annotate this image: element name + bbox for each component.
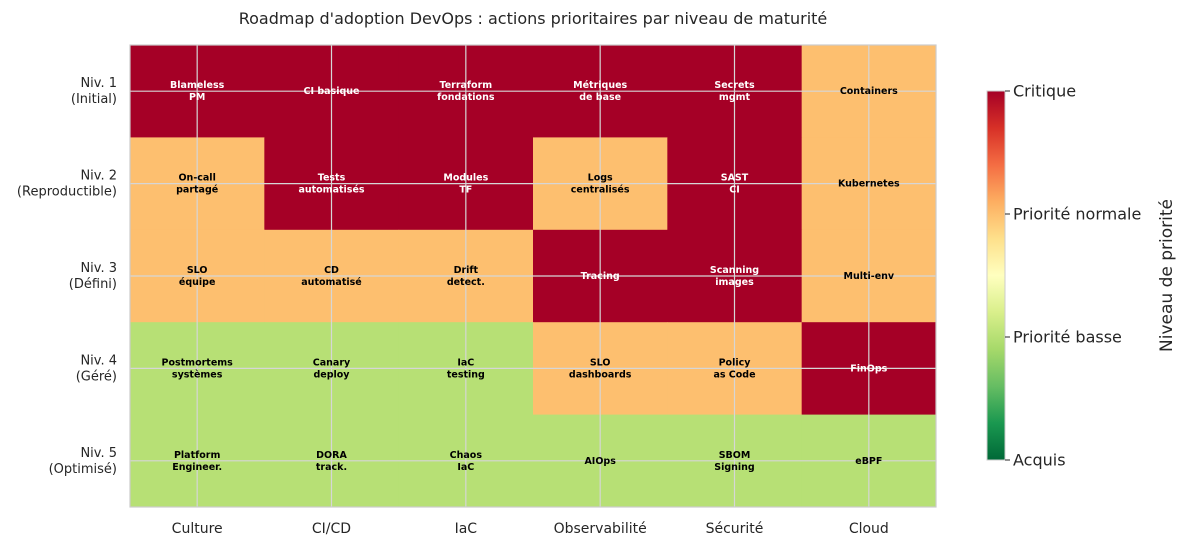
cell-label: Terraform fondations (437, 80, 495, 103)
cell-label: On-call partagé (176, 172, 218, 195)
x-tick-label: CI/CD (312, 521, 351, 537)
cell-label: Métriques de base (573, 80, 627, 103)
cell-label: Logs centralisés (571, 172, 630, 195)
colorbar-tick-label: Priorité basse (1013, 328, 1122, 347)
cell-label: Chaos IaC (450, 449, 483, 472)
y-tick-label: Niv. 2 (Reproductible) (17, 168, 117, 199)
colorbar-gradient (986, 90, 1006, 461)
x-tick-label: Sécurité (706, 521, 764, 537)
cell-label: SLO dashboards (569, 357, 632, 380)
cell-label: eBPF (855, 455, 882, 466)
cell-label: Modules TF (443, 172, 488, 195)
cell-label: Multi-env (844, 271, 895, 282)
cell-label: CI basique (304, 86, 360, 97)
cell-label: SLO équipe (179, 265, 216, 288)
y-tick-label: Niv. 1 (Initial) (71, 76, 117, 107)
cell-label: IaC testing (447, 357, 485, 380)
cell-label: Containers (840, 86, 898, 97)
colorbar-tick-label: Acquis (1013, 451, 1066, 470)
x-tick-label: IaC (455, 521, 478, 537)
cell-label: Scanning images (710, 265, 759, 288)
cell-label: Tracing (581, 271, 620, 282)
cell-label: Platform Engineer. (172, 449, 222, 472)
cell-label: Canary deploy (313, 357, 351, 380)
cell-label: Secrets mgmt (714, 80, 755, 103)
cell-label: Drift detect. (447, 265, 485, 288)
colorbar: Acquis Priorité basse Priorité normale Crit… (986, 82, 1177, 470)
y-tick-label: Niv. 3 (Défini) (69, 261, 117, 292)
cell-label: DORA track. (316, 449, 348, 472)
cell-label: AIOps (584, 455, 616, 466)
cell-label: CD automatisé (301, 265, 361, 288)
cell-label: FinOps (850, 363, 887, 374)
colorbar-tick-label: Priorité normale (1013, 205, 1141, 224)
x-axis-ticks: Culture CI/CD IaC Observabilité Sécurité Clou… (172, 521, 889, 537)
cell-label: Tests automatisés (298, 172, 364, 195)
colorbar-ticks: Acquis Priorité basse Priorité normale Crit… (1005, 82, 1141, 470)
cell-label: Postmortems systèmes (161, 357, 233, 380)
chart-title: Roadmap d'adoption DevOps : actions prio… (239, 9, 828, 28)
cell-label: Policy as Code (713, 357, 755, 380)
x-tick-label: Culture (172, 521, 223, 537)
cell-label: SAST CI (721, 172, 749, 195)
cell-label: SBOM Signing (714, 449, 754, 472)
y-tick-label: Niv. 4 (Géré) (76, 353, 117, 384)
grid-lines (130, 45, 936, 507)
cell-label: Kubernetes (838, 178, 900, 189)
y-axis-ticks: Niv. 1 (Initial) Niv. 2 (Reproductible) Niv.… (17, 76, 117, 477)
x-tick-label: Observabilité (554, 521, 647, 537)
x-tick-label: Cloud (849, 521, 889, 537)
cell-labels: Blameless PM CI basique Terraform fondations… (161, 80, 900, 473)
plot-frame (129, 44, 937, 508)
colorbar-tick-label: Critique (1013, 82, 1076, 101)
cell-label: Blameless PM (170, 80, 225, 103)
colorbar-label: Niveau de priorité (1157, 199, 1177, 352)
y-tick-label: Niv. 5 (Optimisé) (49, 445, 117, 476)
